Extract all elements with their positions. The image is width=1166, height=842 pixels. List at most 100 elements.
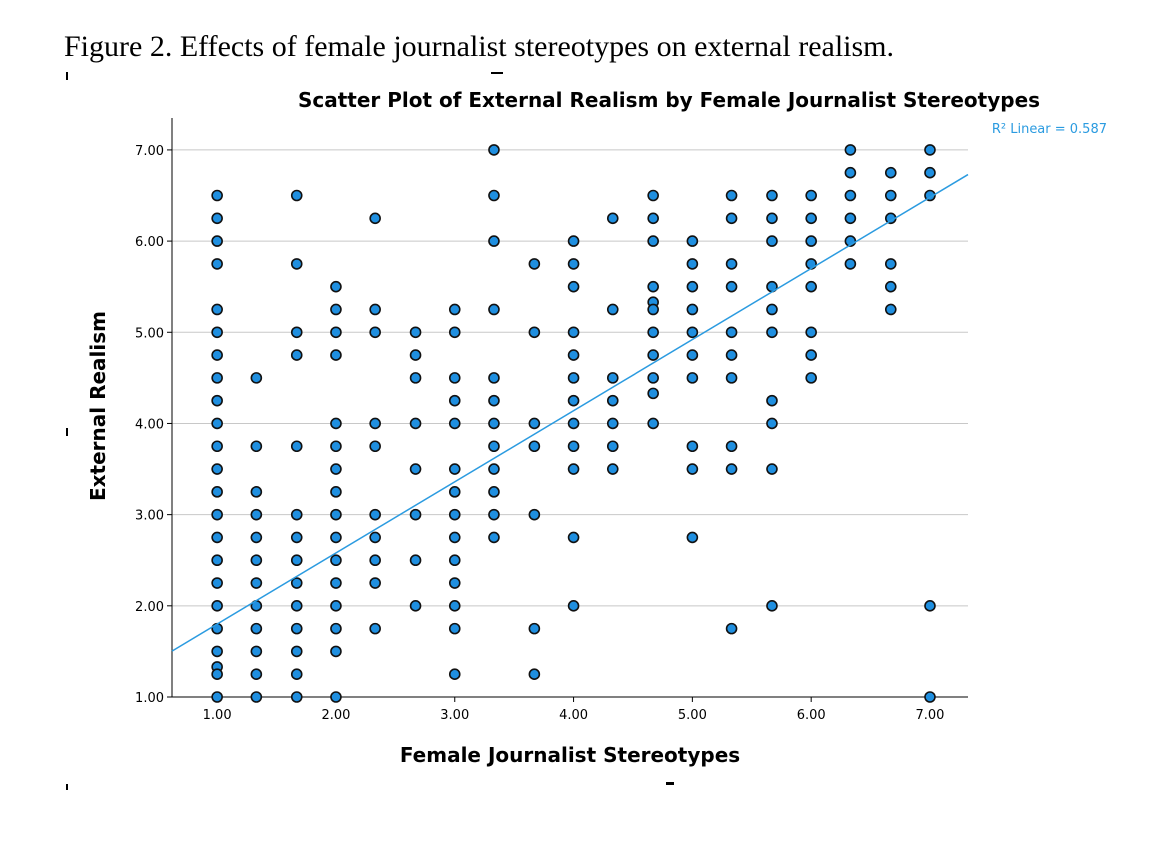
data-point	[211, 486, 223, 498]
data-point	[211, 508, 223, 521]
data-point	[567, 280, 580, 293]
data-point	[884, 303, 897, 316]
y-tick-label: 5.00	[135, 326, 164, 341]
data-point	[448, 622, 461, 635]
data-point	[211, 349, 223, 361]
data-point	[330, 600, 342, 612]
data-point	[686, 531, 699, 544]
data-point	[369, 440, 381, 453]
data-point	[250, 508, 263, 521]
data-point	[805, 280, 817, 293]
data-point	[211, 691, 223, 703]
data-point	[448, 577, 461, 589]
stray-mark	[491, 72, 503, 74]
data-point	[211, 577, 223, 589]
data-point	[211, 645, 223, 658]
data-point	[567, 600, 580, 612]
data-point	[488, 235, 500, 247]
data-point	[844, 144, 857, 156]
data-point	[369, 303, 381, 316]
data-point	[884, 280, 897, 293]
data-point	[528, 417, 541, 430]
data-point	[686, 258, 699, 270]
data-point	[330, 440, 342, 453]
data-point	[211, 326, 223, 339]
data-point	[606, 440, 619, 453]
data-point	[369, 417, 381, 430]
data-point	[488, 463, 500, 475]
data-point	[250, 577, 263, 589]
stray-mark	[66, 428, 68, 436]
data-point	[330, 622, 342, 635]
data-point	[369, 326, 381, 339]
data-point	[647, 235, 659, 247]
data-point	[330, 508, 342, 521]
data-point	[528, 440, 541, 453]
data-point	[528, 258, 541, 270]
data-point	[567, 440, 580, 453]
data-point	[330, 326, 342, 339]
data-point	[844, 189, 857, 202]
data-point	[211, 463, 223, 475]
data-point	[924, 600, 936, 612]
data-point	[528, 622, 541, 635]
data-point	[211, 531, 223, 544]
data-point	[211, 554, 223, 567]
data-point	[528, 508, 541, 521]
axes	[171, 118, 968, 698]
data-point	[766, 463, 778, 475]
data-point	[567, 531, 580, 544]
data-point	[686, 440, 699, 453]
data-point	[606, 212, 619, 225]
data-point	[567, 394, 580, 407]
data-point	[488, 440, 500, 453]
stray-mark	[666, 782, 674, 785]
data-point	[805, 189, 817, 202]
data-point	[647, 303, 659, 316]
data-point	[290, 691, 303, 703]
data-point	[924, 144, 936, 156]
data-point	[528, 326, 541, 339]
data-point	[647, 326, 659, 339]
data-point	[330, 303, 342, 316]
data-point	[290, 622, 303, 635]
data-point	[725, 212, 738, 225]
data-point	[766, 235, 778, 247]
data-point	[567, 235, 580, 247]
tick-labels: 1.00 2.00 3.00 4.00 5.00 6.00 7.00 1.00 2.00 3.00…	[135, 144, 944, 723]
data-point	[211, 622, 223, 635]
data-point	[250, 486, 263, 498]
data-point	[409, 554, 422, 567]
y-tick-label: 6.00	[135, 235, 164, 250]
x-tick-label: 1.00	[203, 708, 232, 723]
y-tick-label: 7.00	[135, 144, 164, 159]
data-point	[290, 531, 303, 544]
data-point	[805, 212, 817, 225]
data-point	[330, 349, 342, 361]
data-point	[250, 691, 263, 703]
data-point	[766, 394, 778, 407]
data-point	[567, 349, 580, 361]
data-point	[330, 463, 342, 475]
data-point	[766, 189, 778, 202]
data-point	[448, 417, 461, 430]
data-point	[567, 326, 580, 339]
data-point	[686, 235, 699, 247]
data-point	[488, 508, 500, 521]
data-point	[805, 258, 817, 270]
data-point	[488, 144, 500, 156]
data-point	[211, 372, 223, 384]
data-point	[725, 189, 738, 202]
data-point	[290, 645, 303, 658]
y-tick-label: 2.00	[135, 600, 164, 615]
data-point	[488, 486, 500, 498]
data-point	[488, 189, 500, 202]
data-point	[725, 463, 738, 475]
data-point	[647, 387, 659, 400]
data-point	[290, 189, 303, 202]
data-point	[330, 645, 342, 658]
data-point	[567, 417, 580, 430]
data-point	[290, 349, 303, 361]
data-point	[805, 349, 817, 361]
data-point	[290, 554, 303, 567]
